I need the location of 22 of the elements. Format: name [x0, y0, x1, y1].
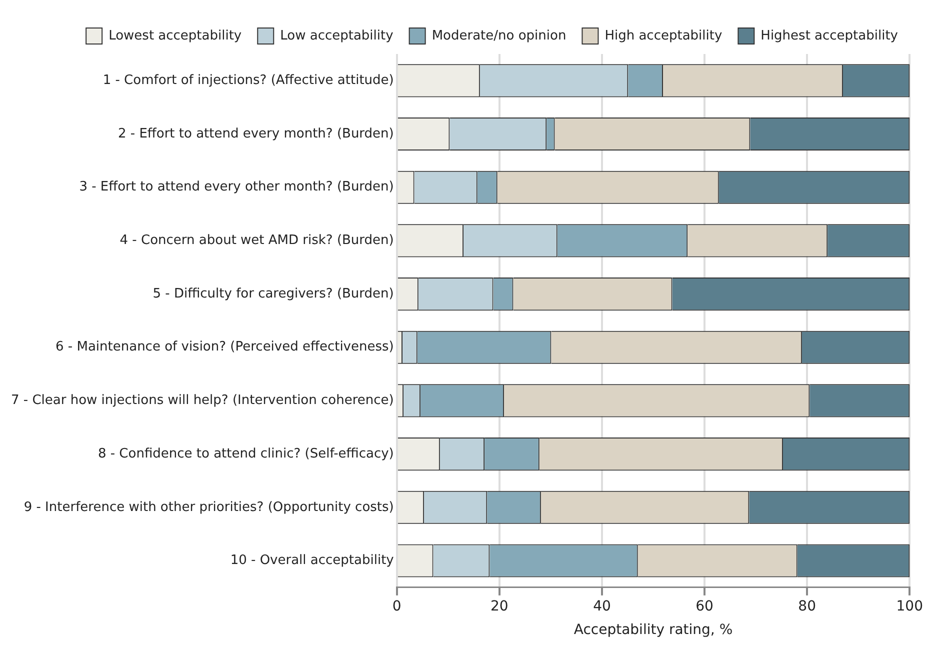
legend-label: Lowest acceptability	[108, 28, 242, 44]
legend-label: High acceptability	[604, 28, 722, 44]
x-tick-label: 60	[696, 598, 714, 614]
y-tick-label: 1 - Comfort of injections? (Affective attitude)	[102, 73, 394, 88]
y-tick-label: 4 - Concern about wet AMD risk? (Burden)	[120, 233, 394, 248]
x-tick-label: 0	[392, 598, 402, 614]
legend-label: Highest acceptability	[760, 28, 898, 44]
y-tick-label: 9 - Interference with other priorities? (Opportunity costs)	[24, 500, 394, 515]
legend-label: Low acceptability	[280, 28, 394, 44]
y-tick-label: 3 - Effort to attend every other month? (Burden)	[79, 180, 394, 195]
x-tick-label: 40	[593, 598, 611, 614]
x-tick-label: 100	[896, 598, 924, 614]
x-axis-title: Acceptability rating, %	[574, 622, 733, 638]
y-tick-label: 10 - Overall acceptability	[230, 553, 394, 568]
x-tick-label: 20	[490, 598, 508, 614]
y-tick-label: 5 - Difficulty for caregivers? (Burden)	[152, 286, 394, 302]
y-tick-label: 8 - Confidence to attend clinic? (Self-efficacy)	[98, 446, 394, 462]
y-tick-label: 7 - Clear how injections will help? (Intervention coherence)	[10, 393, 394, 408]
x-tick-label: 80	[798, 598, 816, 614]
y-tick-label: 2 - Effort to attend every month? (Burden)	[118, 126, 394, 142]
legend-label: Moderate/no opinion	[432, 28, 566, 44]
y-tick-label: 6 - Maintenance of vision? (Perceived effectiveness)	[56, 340, 394, 355]
